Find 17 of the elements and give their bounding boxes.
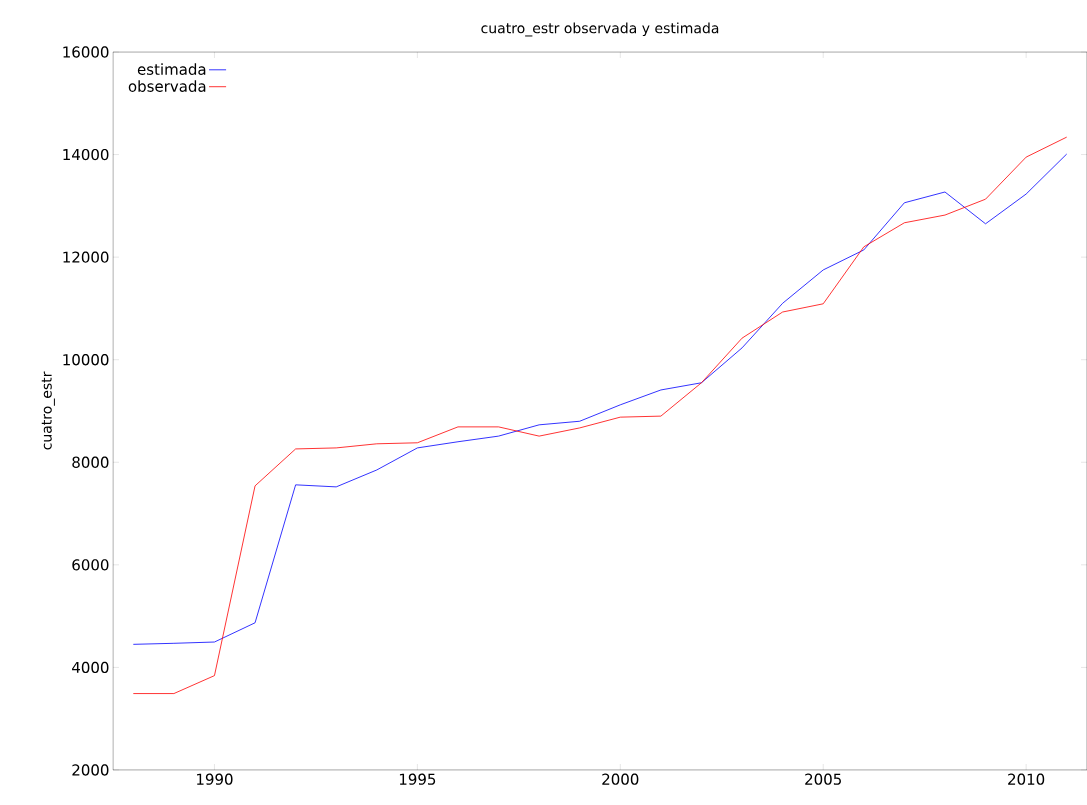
x-tick-label: 1995: [399, 773, 436, 785]
y-tick-label: 10000: [63, 354, 109, 366]
y-tick-label: 2000: [72, 764, 109, 776]
y-axis-title: cuatro_estr: [41, 371, 55, 450]
x-tick-label: 2000: [602, 773, 639, 785]
y-tick-label: 12000: [63, 251, 109, 263]
x-tick-label: 2005: [805, 773, 841, 785]
y-tick-label: 8000: [72, 456, 109, 468]
y-tick-label: 14000: [63, 148, 109, 161]
x-tick-label: 2010: [1008, 773, 1045, 785]
legend-label: estimada: [137, 63, 206, 75]
y-tick-label: 6000: [72, 559, 109, 571]
x-tick-label: 1990: [197, 773, 233, 785]
legend-label: observada: [128, 80, 206, 92]
y-tick-label: 16000: [63, 46, 109, 58]
y-tick-label: 4000: [72, 661, 109, 674]
chart-title: cuatro_estr observada y estimada: [481, 22, 719, 37]
